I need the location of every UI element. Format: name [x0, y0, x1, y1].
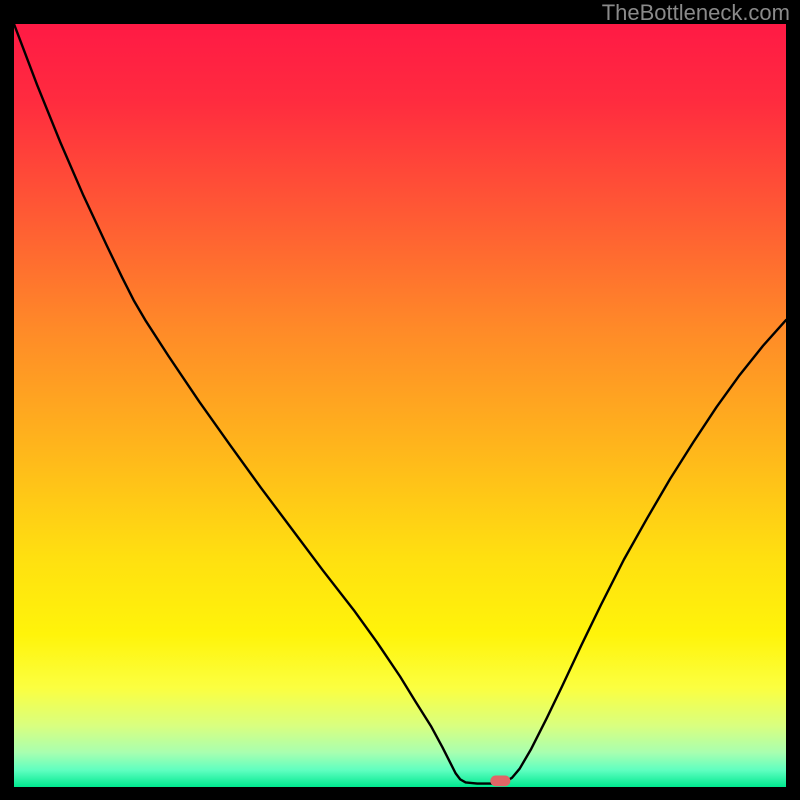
plot-svg: [14, 24, 786, 787]
plot-area: [14, 24, 786, 787]
source-watermark: TheBottleneck.com: [602, 0, 790, 26]
optimum-marker: [490, 776, 510, 787]
gradient-background: [14, 24, 786, 787]
chart-frame: TheBottleneck.com: [0, 0, 800, 800]
